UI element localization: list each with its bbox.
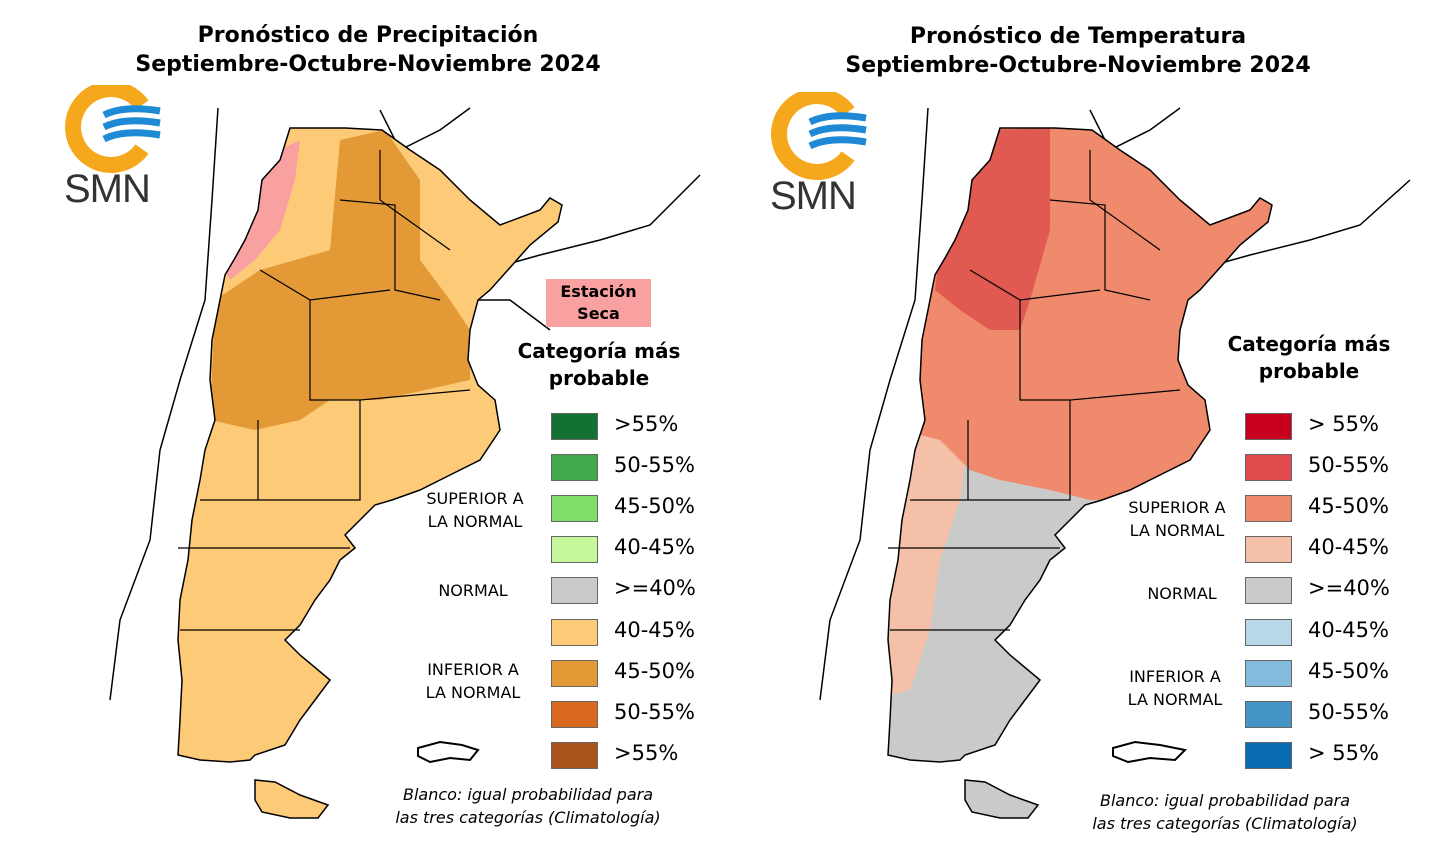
region-above-40-45	[888, 420, 970, 700]
falklands-left	[417, 740, 480, 764]
note-line: Blanco: igual probabilidad para	[1099, 791, 1351, 810]
legend-title-line: probable	[1258, 359, 1360, 383]
legend-swatch	[551, 454, 598, 482]
legend-swatch	[1245, 659, 1292, 687]
legend-swatch	[551, 700, 598, 728]
smn-logo-icon	[771, 88, 867, 180]
neighbor-borders	[109, 107, 1411, 701]
legend-label: >=40%	[1308, 576, 1390, 601]
temperature-title: Pronóstico de Temperatura Septiembre-Oct…	[778, 22, 1378, 80]
legend-title-line: Categoría más	[1227, 332, 1391, 356]
legend-label: 40-45%	[1308, 617, 1389, 642]
province-borders-left	[178, 150, 471, 631]
legend-swatch	[1245, 413, 1292, 440]
legend-label: 50-55%	[1308, 453, 1389, 478]
below-normal-label: INFERIOR A LA NORMAL	[413, 658, 533, 704]
smn-logo: SMN	[770, 88, 880, 222]
title-line: Septiembre-Octubre-Noviembre 2024	[845, 53, 1311, 78]
legend-label: 40-45%	[614, 535, 695, 560]
legend-label: 45-50%	[614, 494, 695, 519]
label-line: SUPERIOR A	[1128, 498, 1226, 517]
label-line: SUPERIOR A	[426, 489, 524, 508]
legend-swatch	[1245, 618, 1292, 646]
legend-label: 50-55%	[1308, 699, 1389, 724]
legend-label: 40-45%	[1308, 535, 1389, 560]
label-line: LA NORMAL	[427, 512, 523, 531]
legend-label: >55%	[614, 412, 679, 436]
legend-swatch	[551, 536, 598, 564]
legend-label: >55%	[614, 740, 679, 765]
title-line: Septiembre-Octubre-Noviembre 2024	[135, 52, 601, 77]
normal-label: NORMAL	[1147, 584, 1217, 603]
legend-swatch	[551, 413, 598, 440]
precipitation-title: Pronóstico de Precipitación Septiembre-O…	[68, 21, 668, 79]
legend-label: 45-50%	[1308, 494, 1389, 519]
above-normal-label: SUPERIOR A LA NORMAL	[415, 487, 535, 533]
climatology-note: Blanco: igual probabilidad para las tres…	[1075, 789, 1375, 835]
legend-swatch	[1245, 454, 1292, 482]
legend-swatch	[1245, 700, 1292, 728]
normal-label: NORMAL	[438, 581, 508, 600]
province-borders-right	[888, 150, 1181, 631]
label-line: INFERIOR A	[427, 660, 519, 679]
climatology-note: Blanco: igual probabilidad para las tres…	[378, 783, 678, 829]
above-normal-label: SUPERIOR A LA NORMAL	[1117, 496, 1237, 542]
smn-logo-icon	[65, 81, 161, 173]
note-line: Blanco: igual probabilidad para	[402, 785, 654, 804]
region-above-50-55	[935, 128, 1050, 330]
legend-swatch	[551, 495, 598, 523]
legend-swatch	[551, 577, 598, 605]
legend-swatch	[1245, 536, 1292, 564]
label-line: LA NORMAL	[1129, 521, 1225, 540]
logo-text: SMN	[64, 167, 151, 211]
legend-label: 40-45%	[614, 617, 695, 642]
dry-season-label: Estación Seca	[546, 279, 651, 327]
legend-swatch	[1245, 577, 1292, 605]
legend-swatch	[1245, 741, 1292, 769]
title-line: Pronóstico de Temperatura	[909, 24, 1247, 49]
legend-swatch	[551, 659, 598, 687]
label-line: LA NORMAL	[1127, 690, 1223, 709]
legend-swatch	[551, 618, 598, 646]
legend-title-line: probable	[548, 366, 650, 390]
legend-label: 50-55%	[614, 453, 695, 478]
legend-label: > 55%	[1308, 412, 1379, 436]
legend-label: > 55%	[1308, 740, 1379, 765]
logo-text: SMN	[770, 174, 857, 218]
dry-line: Estación	[560, 282, 637, 301]
smn-logo: SMN	[64, 81, 174, 215]
legend-label: >=40%	[614, 576, 696, 601]
dry-line: Seca	[577, 304, 620, 323]
legend-title-line: Categoría más	[517, 339, 681, 363]
title-line: Pronóstico de Precipitación	[197, 23, 539, 48]
legend-label: 45-50%	[614, 658, 695, 683]
note-line: las tres categorías (Climatología)	[1092, 814, 1358, 833]
legend-label: 45-50%	[1308, 658, 1389, 683]
temperature-legend-title: Categoría más probable	[1214, 331, 1404, 385]
below-normal-label: INFERIOR A LA NORMAL	[1115, 665, 1235, 711]
precipitation-legend-title: Categoría más probable	[504, 338, 694, 392]
label-line: INFERIOR A	[1129, 667, 1221, 686]
precipitation-map	[178, 128, 562, 762]
temperature-map	[888, 128, 1272, 762]
label-line: LA NORMAL	[425, 683, 521, 702]
note-line: las tres categorías (Climatología)	[395, 808, 661, 827]
legend-label: 50-55%	[614, 699, 695, 724]
legend-swatch	[551, 741, 598, 769]
legend-swatch	[1245, 495, 1292, 523]
region-below-45-50	[210, 130, 470, 430]
falklands-right	[1112, 740, 1188, 764]
